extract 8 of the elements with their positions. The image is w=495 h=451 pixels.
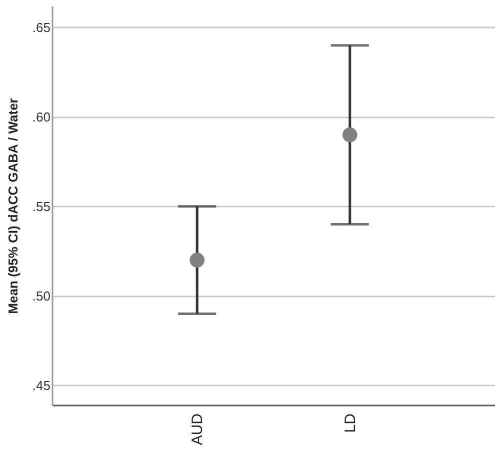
y-axis-title: Mean (95% CI) dACC GABA / Water	[5, 98, 20, 314]
y-tick-label: .55	[32, 198, 50, 214]
x-tick-label: AUD	[189, 413, 206, 446]
y-tick-label: .60	[32, 109, 50, 124]
x-tick-label: LD	[342, 413, 359, 433]
y-tick-label: .65	[32, 20, 50, 35]
y-tick-label: .50	[32, 288, 50, 304]
y-tick-label: .45	[32, 378, 50, 393]
